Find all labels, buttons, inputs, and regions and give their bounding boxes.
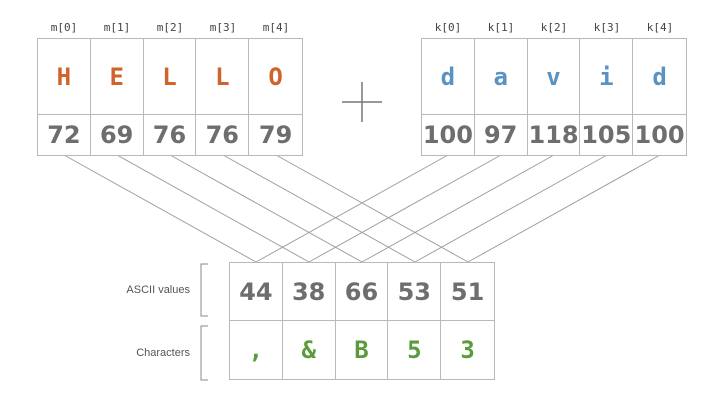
message-char: H <box>56 62 72 91</box>
key-code: 97 <box>483 121 518 149</box>
key-char: d <box>440 62 456 91</box>
message-char-cell: H <box>38 39 91 115</box>
result-code-cell: 51 <box>441 263 494 321</box>
message-char-cell: L <box>143 39 197 115</box>
connector-m4 <box>275 154 469 263</box>
result-code: 44 <box>239 277 273 306</box>
key-char: a <box>493 62 508 91</box>
key-char: v <box>546 62 561 91</box>
result-char: , <box>248 336 264 364</box>
message-char-cell: L <box>196 39 250 115</box>
result-char-cell: B <box>336 321 389 379</box>
connector-m0 <box>63 154 257 263</box>
result-char: 3 <box>460 336 475 364</box>
message-code-cell: 79 <box>249 115 302 155</box>
message-index-1: m[1] <box>103 21 131 34</box>
message-code-cell: 76 <box>144 115 197 155</box>
result-char-cell: 5 <box>388 321 442 379</box>
key-code-cell: 100 <box>422 115 475 155</box>
result-char-cell: & <box>283 321 336 379</box>
connector-k4 <box>467 154 661 263</box>
key-index-3: k[3] <box>593 21 621 34</box>
ascii-bracket <box>200 263 208 317</box>
result-code-cell: 66 <box>335 263 389 321</box>
message-index-2: m[2] <box>156 21 184 34</box>
key-char: d <box>652 62 667 91</box>
key-code: 105 <box>581 121 632 149</box>
connector-m3 <box>222 154 416 263</box>
ascii-values-label: ASCII values <box>126 284 190 296</box>
message-char-cell: O <box>249 39 302 115</box>
characters-label: Characters <box>136 347 190 359</box>
connector-k3 <box>414 154 608 263</box>
message-char: E <box>109 62 124 91</box>
key-index-2: k[2] <box>540 21 568 34</box>
message-code: 72 <box>47 121 81 149</box>
key-code: 118 <box>528 121 579 149</box>
message-code: 79 <box>258 121 293 149</box>
message-table: H E L L O 72 69 76 76 79 <box>37 38 303 156</box>
key-code: 100 <box>422 121 473 149</box>
message-code: 76 <box>152 121 187 149</box>
result-table: 44 38 66 53 51 , & B 5 3 <box>229 262 495 380</box>
result-char-cell: , <box>230 321 283 379</box>
message-code: 69 <box>99 121 134 149</box>
message-code-cell: 72 <box>38 115 91 155</box>
message-code-cell: 69 <box>91 115 144 155</box>
message-index-4: m[4] <box>262 21 290 34</box>
key-char-cell: a <box>474 39 528 115</box>
result-char: B <box>354 336 369 364</box>
key-index-0: k[0] <box>434 21 462 34</box>
connector-m2 <box>169 154 363 263</box>
key-char-cell: v <box>527 39 581 115</box>
result-code-cell: 38 <box>282 263 336 321</box>
key-code: 100 <box>634 121 685 149</box>
key-code-cell: 97 <box>475 115 528 155</box>
connector-k1 <box>308 154 502 263</box>
result-code: 38 <box>291 277 326 306</box>
key-index-4: k[4] <box>646 21 674 34</box>
result-code-cell: 44 <box>230 263 283 321</box>
connector-m1 <box>116 154 310 263</box>
key-code-cell: 105 <box>580 115 634 155</box>
key-char-cell: d <box>422 39 475 115</box>
message-code: 76 <box>205 121 239 149</box>
message-char: L <box>215 62 230 91</box>
result-code-cell: 53 <box>388 263 442 321</box>
message-index-3: m[3] <box>209 21 237 34</box>
message-char: O <box>268 62 283 91</box>
message-char-cell: E <box>90 39 144 115</box>
key-char-cell: i <box>580 39 634 115</box>
chars-bracket <box>200 325 208 381</box>
result-char: & <box>301 336 316 364</box>
result-char: 5 <box>407 336 422 364</box>
key-char: i <box>599 62 614 91</box>
key-table: d a v i d 100 97 118 105 100 <box>421 38 687 156</box>
message-char: L <box>162 62 177 91</box>
key-code-cell: 118 <box>528 115 581 155</box>
result-code: 66 <box>344 277 379 306</box>
result-char-cell: 3 <box>441 321 494 379</box>
connector-k2 <box>361 154 555 263</box>
connector-k0 <box>255 154 449 263</box>
result-code: 53 <box>397 277 431 306</box>
key-index-1: k[1] <box>487 21 515 34</box>
message-index-0: m[0] <box>50 21 78 34</box>
message-code-cell: 76 <box>196 115 250 155</box>
key-char-cell: d <box>633 39 686 115</box>
key-code-cell: 100 <box>633 115 686 155</box>
result-code: 51 <box>450 277 485 306</box>
